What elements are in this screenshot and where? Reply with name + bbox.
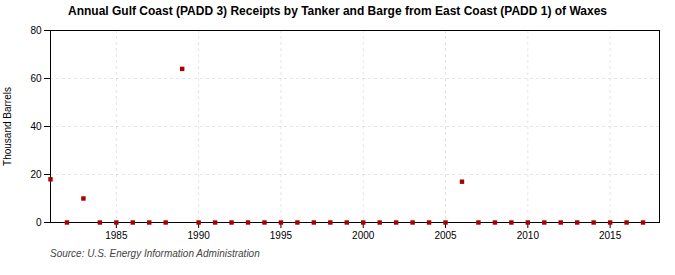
svg-text:2015: 2015 (599, 230, 622, 241)
svg-text:0: 0 (36, 217, 42, 228)
svg-text:2010: 2010 (517, 230, 540, 241)
svg-text:2005: 2005 (434, 230, 457, 241)
svg-text:1990: 1990 (188, 230, 211, 241)
svg-text:2000: 2000 (352, 230, 375, 241)
svg-text:80: 80 (30, 25, 42, 36)
svg-text:20: 20 (30, 169, 42, 180)
html-text:Source: U.S. Energy Informatio: Source: U.S. Energy Information Administ… (50, 248, 260, 259)
svg-text:40: 40 (30, 121, 42, 132)
svg-text:1985: 1985 (105, 230, 128, 241)
html-text:Annual Gulf Coast (PADD 3) Rec: Annual Gulf Coast (PADD 3) Receipts by T… (68, 4, 607, 18)
svg-text:1995: 1995 (270, 230, 293, 241)
svg-text:60: 60 (30, 73, 42, 84)
svg-text:Thousand Barrels: Thousand Barrels (2, 87, 13, 166)
